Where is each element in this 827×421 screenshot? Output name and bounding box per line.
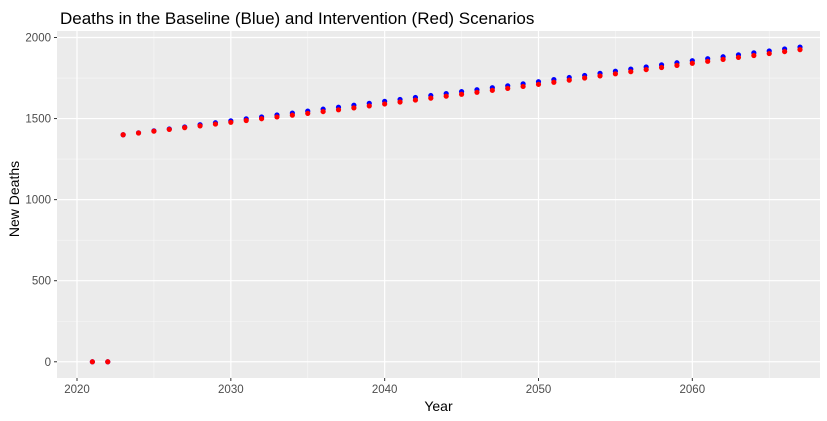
- intervention-point: [166, 126, 172, 133]
- intervention-point: [689, 60, 695, 66]
- intervention-point: [212, 121, 219, 127]
- intervention-point: [351, 105, 357, 111]
- intervention-point: [505, 85, 511, 92]
- intervention-point: [658, 64, 665, 71]
- intervention-point: [751, 52, 757, 59]
- chart-title: Deaths in the Baseline (Blue) and Interv…: [60, 9, 534, 28]
- x-tick-label: 2050: [526, 384, 552, 396]
- y-tick-label: 0: [45, 357, 51, 369]
- x-tick-label: 2020: [64, 384, 90, 396]
- intervention-point: [782, 48, 788, 55]
- plot-panel: [57, 31, 820, 378]
- intervention-point: [735, 54, 742, 61]
- intervention-point: [797, 47, 803, 53]
- x-axis: 2020 2030 2040 2050 2060: [64, 378, 705, 396]
- intervention-point: [474, 89, 480, 95]
- intervention-point: [412, 97, 419, 103]
- intervention-point: [643, 66, 649, 73]
- intervention-point: [705, 58, 711, 64]
- intervention-point: [489, 87, 495, 93]
- intervention-point: [628, 69, 634, 75]
- intervention-point: [228, 119, 234, 125]
- x-tick-label: 2040: [372, 384, 398, 396]
- intervention-point: [520, 83, 526, 90]
- intervention-point: [674, 62, 680, 68]
- intervention-point: [535, 81, 542, 87]
- intervention-point: [382, 101, 388, 107]
- intervention-point: [151, 128, 157, 134]
- y-tick-label: 2000: [25, 32, 51, 44]
- intervention-point: [397, 99, 403, 105]
- intervention-point: [258, 116, 265, 122]
- data-points: [89, 44, 803, 365]
- intervention-point: [366, 103, 372, 109]
- intervention-point: [289, 112, 295, 118]
- intervention-point: [182, 125, 188, 131]
- intervention-point: [551, 79, 557, 85]
- y-axis-title: New Deaths: [6, 161, 22, 237]
- intervention-point: [566, 77, 572, 83]
- intervention-point: [197, 123, 203, 129]
- intervention-point: [612, 71, 619, 77]
- intervention-point: [428, 95, 434, 101]
- intervention-point: [120, 132, 126, 138]
- intervention-point: [320, 108, 326, 115]
- y-axis: 0 500 1000 1500 2000: [25, 32, 57, 369]
- intervention-point: [135, 130, 142, 136]
- intervention-point: [274, 114, 280, 120]
- intervention-point: [443, 93, 449, 99]
- y-tick-label: 500: [32, 276, 51, 288]
- intervention-point: [89, 359, 95, 365]
- intervention-point: [597, 73, 603, 79]
- intervention-point: [335, 107, 342, 113]
- x-axis-title: Year: [424, 398, 453, 414]
- major-gridlines: [57, 31, 820, 378]
- intervention-point: [243, 117, 249, 124]
- x-tick-label: 2060: [680, 384, 706, 396]
- intervention-point: [766, 50, 772, 57]
- intervention-point: [720, 56, 726, 62]
- intervention-point: [582, 75, 588, 81]
- y-tick-label: 1000: [25, 195, 51, 207]
- intervention-point: [458, 91, 465, 97]
- y-tick-label: 1500: [25, 114, 51, 126]
- intervention-point: [105, 359, 111, 365]
- intervention-point: [305, 110, 311, 116]
- x-tick-label: 2030: [218, 384, 244, 396]
